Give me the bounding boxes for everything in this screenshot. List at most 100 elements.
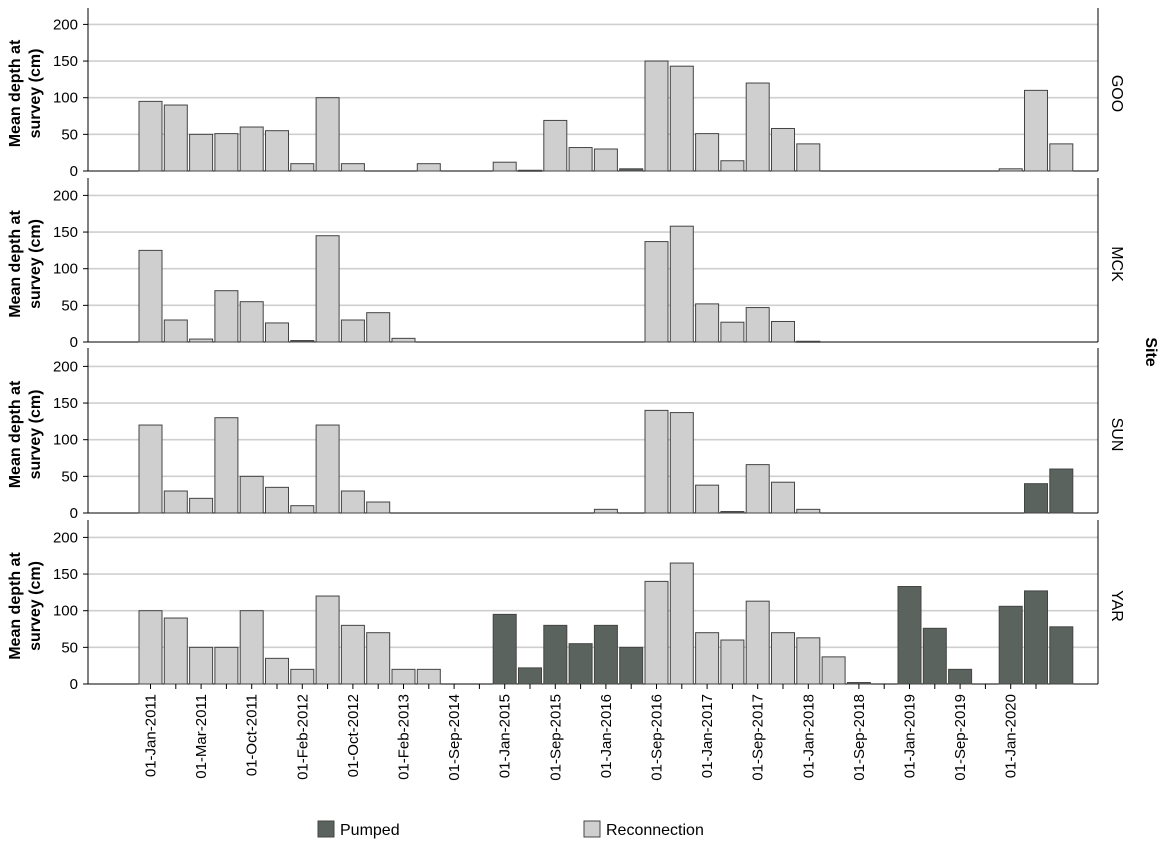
bar-yar-32 [1049,626,1074,685]
bar-mck-10 [391,337,416,343]
bar-yar-16 [593,624,618,685]
y-tick-label: 0 [70,163,78,180]
bar-yar-17 [619,646,644,685]
bar-goo-3 [214,133,239,172]
y-tick-label: 100 [53,603,78,620]
panel-label-goo: GOO [1108,75,1125,112]
x-tick-label: 01-Sep-2015 [547,694,564,781]
x-tick-label: 01-Sep-2019 [952,694,969,781]
bar-mck-4 [239,301,264,343]
y-tick-label: 150 [53,395,78,412]
y-axis-label: Mean depth at survey (cm) [7,210,44,318]
bar-mck-8 [340,319,365,343]
bar-mck-11 [644,241,669,343]
y-axis-label-line1: Mean depth at [7,552,24,660]
legend-swatch-reconnection [583,820,601,838]
x-tick-label: 01-Jan-2020 [1003,694,1020,778]
y-axis-label: Mean depth at survey (cm) [7,380,44,488]
bar-yar-2 [189,646,214,685]
y-tick-label: 100 [53,432,78,449]
bar-sun-5 [265,486,289,514]
bar-mck-3 [214,290,239,343]
bar-goo-24 [1024,89,1048,172]
panel-label-yar: YAR [1108,590,1125,622]
bar-goo-6 [290,163,315,172]
bar-yar-25 [821,656,846,685]
panel-mck: 0 50 100 150 200 MCK Mean depth at survey (cm) [7,178,1125,351]
x-tick-label: 01-Sep-2017 [750,694,767,781]
bar-mck-14 [720,321,745,343]
bar-yar-13 [518,667,542,685]
y-tick-label: 150 [53,566,78,583]
y-axis-label-line2: survey (cm) [27,561,44,651]
bar-sun-16 [771,481,795,514]
y-axis-label-line1: Mean depth at [7,39,24,147]
y-axis-label-line2: survey (cm) [27,49,44,139]
y-axis-label: Mean depth at survey (cm) [7,39,44,147]
bar-yar-19 [669,562,694,685]
bar-yar-23 [771,632,795,685]
y-tick-label: 150 [53,53,78,70]
bar-goo-20 [745,82,770,172]
bar-yar-10 [391,668,416,685]
bar-mck-15 [745,307,770,343]
bar-yar-8 [340,624,365,685]
x-axis: 01-Jan-2011 01-Mar-2011 01-Oct-2011 01-Feb-… [143,684,1037,781]
bar-mck-16 [771,320,795,343]
y-tick-label: 100 [53,261,78,278]
bar-goo-25 [1049,143,1074,172]
legend-swatch-pumped [317,820,335,838]
bar-yar-6 [290,668,315,685]
bar-goo-9 [416,163,441,172]
panel-goo: 0 50 100 150 200 GOO Mean depth at survey (cm) [7,8,1125,180]
bar-goo-12 [543,119,568,172]
bar-goo-1 [163,104,188,172]
bar-sun-10 [593,508,618,514]
bar-sun-15 [745,464,770,514]
bar-yar-0 [138,610,163,685]
bar-yar-18 [644,580,669,685]
x-tick-label: 01-Jan-2015 [497,694,514,778]
bar-yar-22 [745,600,770,685]
legend: Pumped Reconnection [317,820,704,839]
bar-yar-7 [315,595,340,685]
bar-sun-14 [720,511,745,514]
bar-goo-15 [619,168,644,172]
bar-goo-10 [492,161,517,172]
x-tick-label: 01-Jan-2019 [902,694,919,778]
x-tick-label: 01-Mar-2011 [193,694,210,779]
bar-mck-2 [189,338,214,343]
y-tick-label: 150 [53,224,78,241]
bar-sun-11 [644,409,669,514]
bar-yar-3 [214,646,239,685]
bar-sun-7 [315,424,340,514]
y-tick-label: 50 [61,468,78,485]
bar-yar-27 [897,586,922,685]
y-tick-label: 50 [61,126,78,143]
bar-sun-6 [290,505,315,514]
bar-goo-5 [265,130,289,172]
bar-goo-16 [644,60,669,172]
y-tick-label: 100 [53,90,78,107]
bar-goo-2 [189,133,214,172]
y-axis-label: Mean depth at survey (cm) [7,552,44,660]
x-tick-label: 01-Sep-2018 [851,694,868,781]
bar-goo-13 [568,147,593,172]
bar-sun-4 [239,475,264,514]
panel-label-sun: SUN [1108,418,1125,452]
bar-yar-29 [948,668,973,685]
bar-goo-17 [669,65,694,172]
bar-mck-1 [163,319,188,343]
bar-yar-28 [922,627,947,685]
bar-goo-8 [340,163,365,172]
bar-yar-4 [239,610,264,685]
bar-mck-7 [315,235,340,343]
x-tick-label: 01-Oct-2011 [244,694,261,776]
bar-yar-30 [998,605,1023,685]
bar-yar-20 [695,632,720,685]
bar-yar-12 [492,613,517,685]
legend-label-pumped: Pumped [340,822,400,839]
y-tick-label: 0 [70,676,78,693]
bar-mck-0 [138,249,163,343]
panel-yar: 0 50 100 150 200 YAR Mean depth at survey (cm) [7,520,1125,693]
